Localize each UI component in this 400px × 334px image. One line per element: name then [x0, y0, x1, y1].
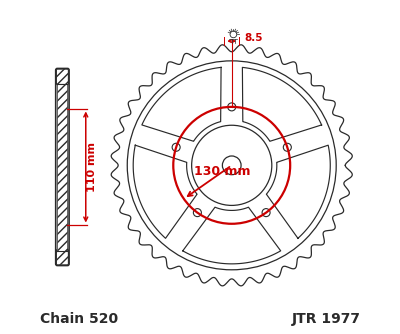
Text: Chain 520: Chain 520: [40, 312, 118, 326]
FancyBboxPatch shape: [56, 68, 69, 266]
Text: 110 mm: 110 mm: [88, 142, 98, 192]
FancyBboxPatch shape: [56, 249, 68, 265]
Text: 130 mm: 130 mm: [194, 165, 250, 178]
Text: JTR 1977: JTR 1977: [291, 312, 360, 326]
FancyBboxPatch shape: [56, 69, 68, 85]
Text: 8.5: 8.5: [244, 33, 262, 43]
Polygon shape: [57, 84, 68, 250]
